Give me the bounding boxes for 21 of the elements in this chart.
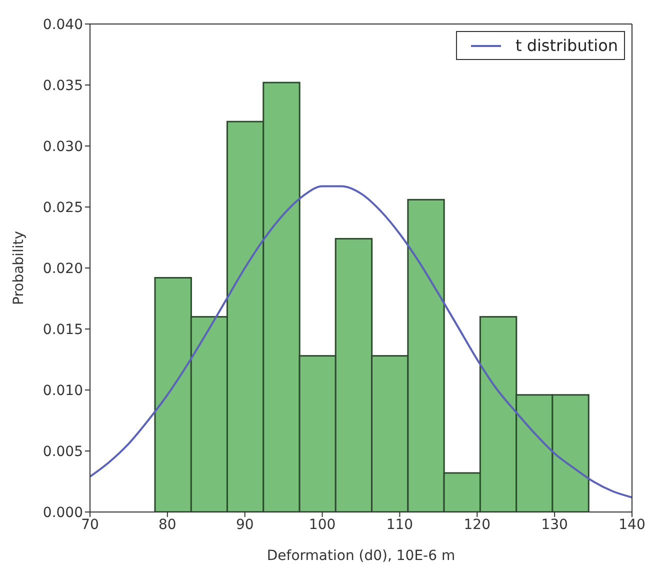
x-tick-label: 80 — [158, 516, 176, 533]
y-axis-title: Probability — [10, 230, 27, 306]
x-tick-label: 130 — [541, 516, 568, 533]
x-axis-title: Deformation (d0), 10E-6 m — [266, 548, 456, 564]
y-tick-label: 0.005 — [42, 444, 83, 460]
x-tick-label: 100 — [308, 516, 336, 533]
legend-label: t distribution — [515, 36, 618, 55]
y-tick-label: 0.000 — [42, 504, 83, 521]
x-tick-label: 120 — [464, 516, 491, 533]
x-tick-label: 90 — [236, 516, 254, 533]
y-tick-label: 0.030 — [42, 138, 83, 155]
y-tick-label: 0.015 — [42, 322, 83, 338]
y-tick-label: 0.010 — [42, 382, 83, 399]
x-tick-label: 110 — [386, 516, 414, 533]
y-tick-label: 0.040 — [42, 16, 83, 33]
y-tick-label: 0.020 — [42, 260, 83, 277]
x-tick-label: 140 — [618, 516, 646, 533]
line-series — [90, 185, 632, 498]
y-tick-label: 0.035 — [42, 78, 83, 94]
y-tick-label: 0.025 — [42, 200, 83, 216]
x-tick-label: 70 — [81, 516, 99, 533]
